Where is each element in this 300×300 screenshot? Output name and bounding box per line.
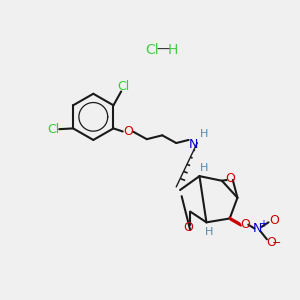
Text: H: H <box>200 129 208 139</box>
Text: +: + <box>259 219 267 229</box>
Text: Cl: Cl <box>117 80 130 92</box>
Text: O: O <box>225 172 235 185</box>
Text: N: N <box>253 222 262 235</box>
Text: O: O <box>123 125 133 138</box>
Text: O: O <box>270 214 280 227</box>
Text: O: O <box>240 218 250 231</box>
Text: N: N <box>189 138 198 151</box>
Text: H: H <box>167 43 178 57</box>
Polygon shape <box>229 217 241 226</box>
Text: −: − <box>272 238 282 248</box>
Text: Cl: Cl <box>146 43 159 57</box>
Text: O: O <box>184 221 194 234</box>
Text: H: H <box>206 226 214 237</box>
Text: H: H <box>200 164 208 173</box>
Text: —: — <box>156 43 170 57</box>
Text: O: O <box>267 236 277 249</box>
Text: Cl: Cl <box>47 123 59 136</box>
